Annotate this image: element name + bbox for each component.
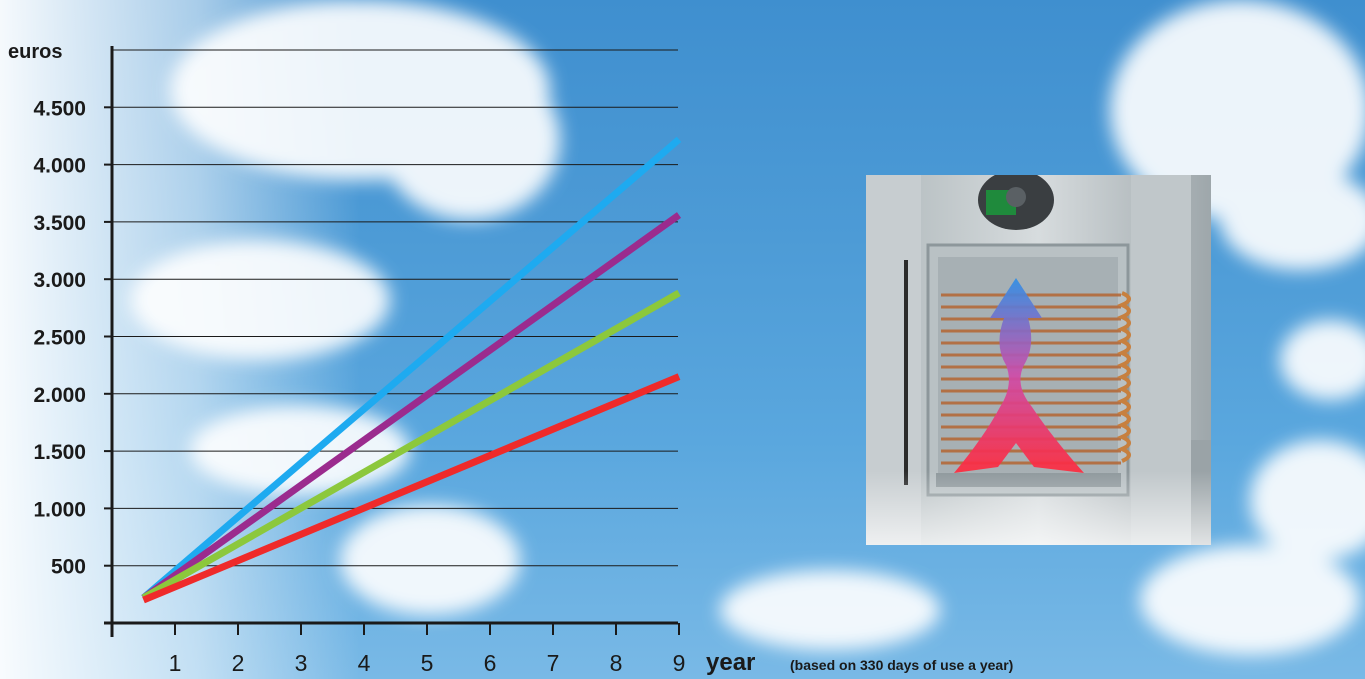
- series-line-3: [141, 289, 681, 601]
- y-tick-label: 4.000: [33, 155, 86, 178]
- x-tick-label: 5: [421, 650, 434, 676]
- series-line-1: [141, 136, 682, 601]
- series-line-2: [141, 212, 682, 601]
- y-tick-label: 1.000: [33, 498, 86, 521]
- axes: [104, 46, 678, 637]
- y-tick-label: 3.000: [33, 269, 86, 292]
- gridlines: [112, 49, 678, 567]
- x-tick-label: 9: [673, 650, 686, 676]
- x-tick-label: 4: [358, 650, 371, 676]
- x-tick-labels: 1 2 3 4 5 6 7 8 9: [169, 623, 686, 676]
- y-tick-label: 1.500: [33, 441, 86, 464]
- x-tick-label: 7: [547, 650, 560, 676]
- x-tick-label: 1: [169, 650, 182, 676]
- x-tick-label: 3: [295, 650, 308, 676]
- y-tick-label: 3.500: [33, 212, 86, 235]
- x-axis-title: year: [706, 649, 755, 676]
- x-tick-label: 6: [484, 650, 497, 676]
- x-axis-caption: year (based on 330 days of use a year): [706, 649, 1013, 676]
- y-tick-label: 4.500: [33, 97, 86, 120]
- series-line-4: [142, 373, 681, 604]
- series-lines: [141, 136, 682, 604]
- x-tick-label: 8: [610, 650, 623, 676]
- heat-exchanger-coil-icon: [866, 175, 1211, 545]
- x-tick-label: 2: [232, 650, 245, 676]
- cost-chart: 500 1.000 1.500 2.000 2.500 3.000 3.500 4.000 4.…: [8, 41, 686, 676]
- y-tick-label: 500: [51, 556, 86, 579]
- y-axis-title: euros: [8, 41, 62, 63]
- y-tick-label: 2.000: [33, 384, 86, 407]
- y-tick-labels: 500 1.000 1.500 2.000 2.500 3.000 3.500 4.000 4.…: [33, 97, 112, 579]
- y-tick-label: 2.500: [33, 327, 86, 350]
- usage-note: (based on 330 days of use a year): [790, 657, 1013, 673]
